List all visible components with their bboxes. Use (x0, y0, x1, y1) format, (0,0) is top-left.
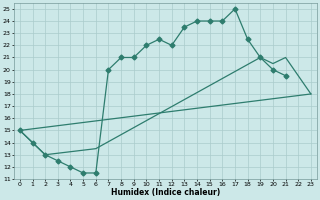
X-axis label: Humidex (Indice chaleur): Humidex (Indice chaleur) (111, 188, 220, 197)
